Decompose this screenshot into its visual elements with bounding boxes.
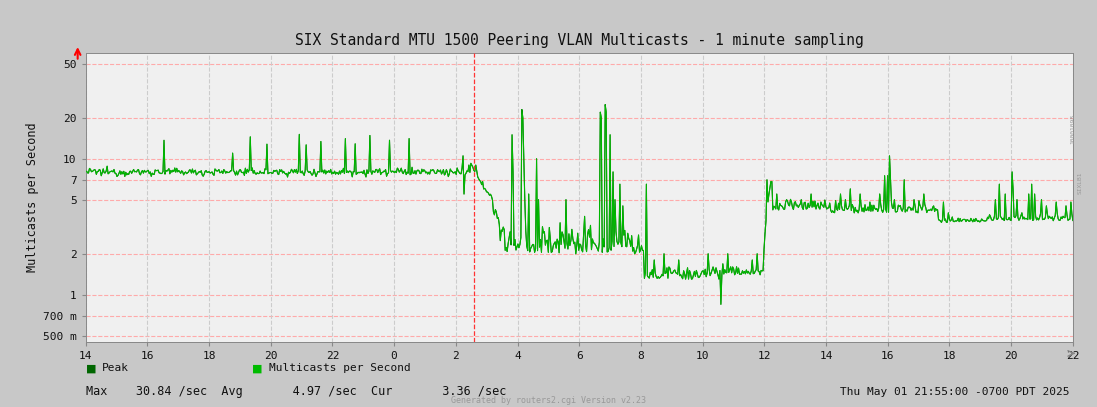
Y-axis label: Multicasts per Second: Multicasts per Second [25,123,38,272]
Text: Peak: Peak [102,363,129,373]
Text: Generated by routers2.cgi Version v2.23: Generated by routers2.cgi Version v2.23 [451,396,646,405]
Text: Max    30.84 /sec  Avg       4.97 /sec  Cur       3.36 /sec: Max 30.84 /sec Avg 4.97 /sec Cur 3.36 /s… [86,385,506,398]
Text: Multicasts per Second: Multicasts per Second [269,363,410,373]
Title: SIX Standard MTU 1500 Peering VLAN Multicasts - 1 minute sampling: SIX Standard MTU 1500 Peering VLAN Multi… [295,33,863,48]
Text: ■: ■ [252,363,263,373]
Text: 10001098: 10001098 [1071,114,1075,144]
Text: SIXLB1: SIXLB1 [1078,172,1083,195]
Text: ■: ■ [86,363,97,373]
Text: Thu May 01 21:55:00 -0700 PDT 2025: Thu May 01 21:55:00 -0700 PDT 2025 [840,387,1070,396]
